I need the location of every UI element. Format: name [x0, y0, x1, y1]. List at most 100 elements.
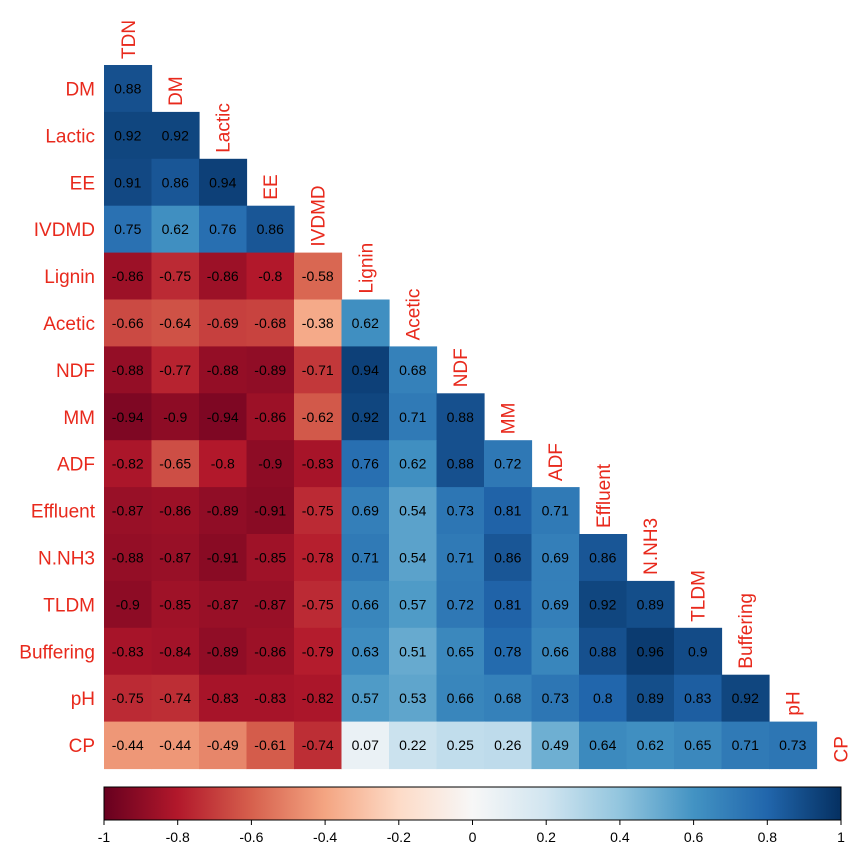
row-label-Lactic: Lactic: [45, 126, 95, 147]
cell-value-label: 0.92: [114, 127, 141, 143]
cell-value-label: -0.88: [112, 549, 144, 565]
cell-value-label: 0.64: [589, 737, 616, 753]
heatmap-cells: 0.88 0.92 0.92 0.91 0.86 0.94 0.75 0.62 0.76 0.86…: [104, 65, 818, 770]
cell-value-label: -0.85: [159, 596, 191, 612]
cell-value-label: 0.89: [637, 596, 664, 612]
cell-value-label: 0.71: [352, 549, 379, 565]
cell-value-label: -0.83: [302, 456, 334, 472]
heatmap-cell-Lignin-TDN: [104, 252, 153, 301]
heatmap-cell-IVDMD-TDN: [104, 205, 153, 254]
cell-value-label: -0.44: [159, 737, 191, 753]
heatmap-cell-Buffering-MM: [484, 627, 533, 676]
cell-value-label: -0.94: [207, 409, 239, 425]
cell-value-label: -0.8: [211, 456, 235, 472]
heatmap-cell-NDF-DM: [151, 346, 200, 394]
heatmap-cell-Lactic-TDN: [104, 111, 153, 160]
heatmap-cell-TLDM-ADF: [531, 580, 580, 629]
heatmap-cell-MM-EE: [246, 393, 295, 441]
cell-value-label: -0.49: [207, 737, 239, 753]
cell-value-label: 0.92: [589, 596, 616, 612]
row-label-TLDM: TLDM: [43, 595, 95, 616]
heatmap-cell-CP-Lactic: [199, 721, 248, 770]
heatmap-cell-TLDM-Lignin: [341, 580, 390, 629]
cell-value-label: 0.92: [732, 690, 759, 706]
cell-value-label: 0.57: [399, 596, 426, 612]
heatmap-cell-Acetic-EE: [246, 299, 295, 347]
heatmap-cell-TLDM-Effluent: [579, 580, 628, 629]
cell-value-label: -0.66: [112, 315, 144, 331]
cell-value-label: -0.85: [254, 549, 286, 565]
cell-value-label: 0.9: [688, 643, 708, 659]
heatmap-cell-CP-Buffering: [721, 721, 770, 770]
heatmap-cell-N.NH3-NDF: [436, 534, 485, 582]
heatmap-cell-ADF-Acetic: [389, 440, 438, 488]
colorbar-tick-label: 0.8: [758, 829, 778, 845]
colorbar-tick-label: 1: [837, 829, 845, 845]
cell-value-label: -0.79: [302, 643, 334, 659]
heatmap-cell-Acetic-IVDMD: [294, 299, 343, 347]
heatmap-cell-Buffering-Effluent: [579, 627, 628, 676]
heatmap-cell-pH-EE: [246, 674, 295, 723]
cell-value-label: -0.61: [254, 737, 286, 753]
heatmap-cell-ADF-NDF: [436, 440, 485, 488]
heatmap-cell-CP-N.NH3: [626, 721, 675, 770]
cell-value-label: 0.86: [162, 174, 189, 190]
cell-value-label: 0.81: [494, 503, 521, 519]
row-label-EE: EE: [70, 173, 95, 194]
heatmap-cell-CP-pH: [769, 721, 818, 770]
heatmap-cell-MM-DM: [151, 393, 200, 441]
heatmap-cell-N.NH3-DM: [151, 534, 200, 582]
column-label-N.NH3: N.NH3: [641, 518, 662, 575]
heatmap-cell-MM-Lactic: [199, 393, 248, 441]
column-label-TDN: TDN: [119, 20, 140, 59]
heatmap-cell-CP-Acetic: [389, 721, 438, 770]
colorbar-ticks: -1 -0.8 -0.6 -0.4 -0.2 0 0.2 0.4 0.6 0.8 1: [98, 820, 845, 845]
heatmap-cell-Effluent-TDN: [104, 487, 153, 535]
heatmap-cell-Effluent-NDF: [436, 487, 485, 535]
heatmap-cell-IVDMD-Lactic: [199, 205, 248, 254]
colorbar-tick-label: -0.6: [239, 829, 263, 845]
cell-value-label: 0.75: [114, 221, 141, 237]
cell-value-label: -0.75: [302, 596, 334, 612]
heatmap-cell-pH-TDN: [104, 674, 153, 723]
column-label-Buffering: Buffering: [736, 593, 757, 669]
heatmap-cell-pH-ADF: [531, 674, 580, 723]
cell-value-label: -0.83: [112, 643, 144, 659]
column-label-IVDMD: IVDMD: [309, 185, 330, 246]
row-label-ADF: ADF: [57, 455, 95, 476]
heatmap-cell-ADF-EE: [246, 440, 295, 488]
cell-value-label: 0.66: [542, 643, 569, 659]
cell-value-label: -0.75: [112, 690, 144, 706]
cell-value-label: 0.62: [399, 456, 426, 472]
cell-value-label: -0.9: [163, 409, 187, 425]
heatmap-cell-pH-DM: [151, 674, 200, 723]
cell-value-label: 0.78: [494, 643, 521, 659]
cell-value-label: 0.68: [399, 362, 426, 378]
row-labels: DM Lactic EE IVDMD Lignin Acetic NDF MM ADF Efflu…: [19, 79, 95, 757]
row-label-Effluent: Effluent: [31, 502, 96, 523]
cell-value-label: 0.88: [589, 643, 616, 659]
cell-value-label: 0.86: [494, 549, 521, 565]
heatmap-cell-N.NH3-EE: [246, 534, 295, 582]
heatmap-cell-CP-ADF: [531, 721, 580, 770]
heatmap-cell-Acetic-TDN: [104, 299, 153, 347]
heatmap-cell-MM-Acetic: [389, 393, 438, 441]
heatmap-cell-N.NH3-Lactic: [199, 534, 248, 582]
heatmap-cell-EE-TDN: [104, 158, 153, 207]
cell-value-label: 0.83: [684, 690, 711, 706]
cell-value-label: 0.25: [447, 737, 474, 753]
column-label-Lactic: Lactic: [214, 103, 235, 153]
heatmap-cell-N.NH3-MM: [484, 534, 533, 582]
cell-value-label: 0.65: [447, 643, 474, 659]
row-label-NDF: NDF: [56, 361, 95, 382]
cell-value-label: -0.83: [207, 690, 239, 706]
cell-value-label: 0.92: [162, 127, 189, 143]
heatmap-cell-Effluent-MM: [484, 487, 533, 535]
heatmap-cell-ADF-TDN: [104, 440, 153, 488]
cell-value-label: 0.65: [684, 737, 711, 753]
cell-value-label: 0.49: [542, 737, 569, 753]
cell-value-label: 0.88: [447, 456, 474, 472]
heatmap-cell-pH-N.NH3: [626, 674, 675, 723]
cell-value-label: -0.8: [258, 268, 282, 284]
heatmap-cell-Buffering-NDF: [436, 627, 485, 676]
